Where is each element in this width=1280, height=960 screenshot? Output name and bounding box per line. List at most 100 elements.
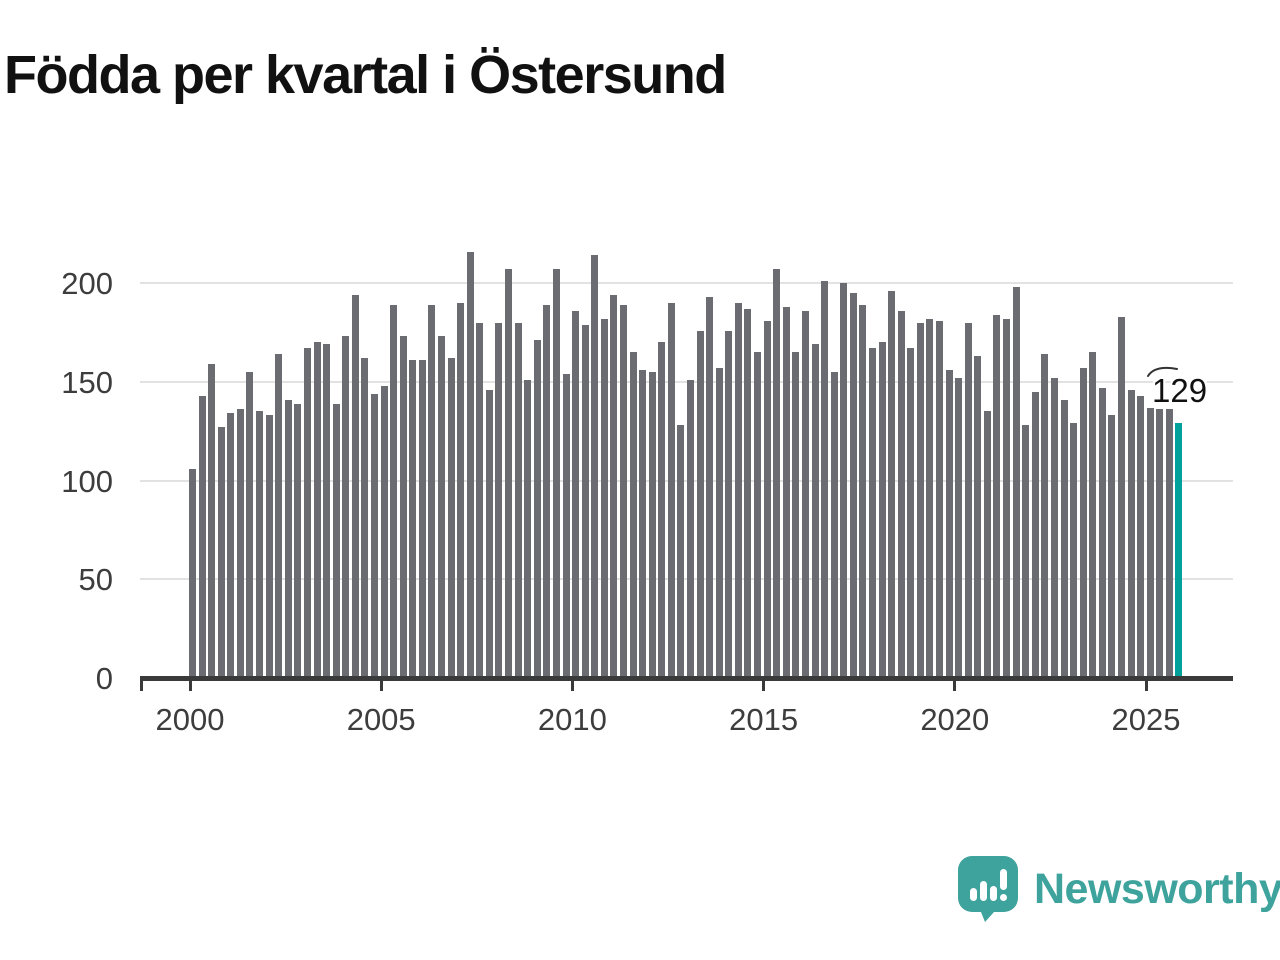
x-axis-tick-label: 2020 [920,702,990,737]
bar [457,302,465,678]
x-axis-tick [379,678,383,691]
bar [505,269,513,678]
bar [514,322,522,678]
bar [696,330,704,678]
bar [619,304,627,678]
bar [370,393,378,678]
bar [476,322,484,678]
bar [1108,415,1116,678]
bar [859,304,867,678]
bar [725,330,733,678]
x-axis-tick-label: 2015 [729,702,799,737]
x-axis-line [140,676,1233,681]
bar [265,415,273,678]
bar [782,306,790,678]
bar [945,369,953,678]
bar [687,379,694,678]
bar [485,389,493,678]
bar [648,371,656,678]
bar [1156,409,1164,678]
bar [533,340,541,678]
bar [438,336,445,678]
bar [342,336,350,678]
bar [1060,399,1068,678]
bar [1079,368,1087,678]
bar [543,304,551,678]
x-axis-tick [953,678,957,691]
y-axis-tick-label: 100 [61,463,113,499]
gridline-200 [140,282,1233,285]
bar [677,425,685,678]
bar [313,342,321,678]
bar [610,294,618,678]
bar [246,371,254,678]
bar [1022,425,1030,678]
y-axis-tick-label: 150 [61,364,113,400]
bar [667,302,675,678]
bar [227,413,235,678]
bar [1098,387,1106,678]
bar [236,409,244,678]
bar [591,255,599,678]
bar [821,281,829,678]
bar [763,320,771,678]
gridline-100 [140,479,1233,482]
bar [964,322,972,678]
bar [390,304,398,678]
bar [792,352,800,678]
y-axis-tick-label: 200 [61,266,113,302]
bar [916,322,924,678]
bar [1137,395,1145,678]
bar [380,385,388,678]
bar [840,283,848,678]
bar [936,320,943,678]
x-axis-tick-label: 2010 [537,702,607,737]
bar [1146,407,1154,678]
bar [275,354,283,678]
bar [428,304,436,678]
bar [1041,354,1049,678]
bar [1070,423,1078,678]
bar [983,411,991,678]
bar [189,468,196,678]
y-axis-tick-label: 50 [78,562,113,598]
bar [907,348,915,678]
bar [600,318,608,678]
bar [495,322,503,678]
bar [217,427,225,678]
x-axis-tick-label: 2000 [155,702,225,737]
bar [888,291,896,678]
bar [581,324,589,678]
bar [773,269,781,678]
bar [926,318,934,678]
x-axis-end-tick [140,678,143,691]
bar [993,314,1001,678]
leader-line-icon [1147,366,1178,377]
newsworthy-logo-icon [958,856,1018,922]
gridline-150 [140,380,1233,383]
bar [629,352,637,678]
bar [974,356,982,678]
bar [524,379,532,678]
bar [1003,318,1011,678]
x-axis-tick-label: 2005 [346,702,416,737]
bar [878,342,886,678]
bar [639,369,647,678]
bar [955,377,963,678]
bar [1089,352,1097,678]
bar [351,294,359,678]
gridline-50 [140,578,1233,581]
bar [1117,316,1125,678]
bar [868,348,876,678]
x-axis-tick [762,678,766,691]
bar [284,399,292,678]
bar [552,269,560,678]
bar [811,344,819,678]
bar [801,310,809,678]
bar [1031,391,1039,678]
bar [562,373,570,678]
bar [466,251,474,678]
bar [897,310,905,678]
x-axis-tick [570,678,574,691]
value-label: 129 [1152,372,1208,409]
